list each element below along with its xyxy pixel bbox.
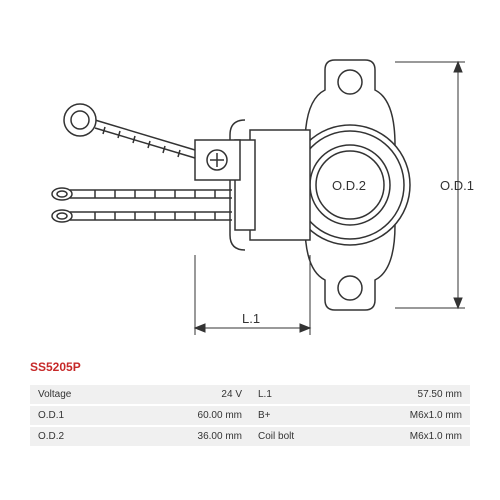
spec-label: B+	[250, 405, 320, 426]
l1-label: L.1	[242, 311, 260, 326]
spec-table: Voltage 24 V L.1 57.50 mm O.D.1 60.00 mm…	[30, 385, 470, 448]
spec-value: M6x1.0 mm	[320, 405, 470, 426]
od2-label: O.D.2	[332, 178, 366, 193]
technical-drawing: O.D.2 O.D.1 L.1	[0, 0, 500, 380]
spec-value: 24 V	[100, 385, 250, 405]
spec-label: O.D.2	[30, 426, 100, 447]
part-number: SS5205P	[30, 360, 81, 374]
spec-value: 60.00 mm	[100, 405, 250, 426]
spec-label: O.D.1	[30, 405, 100, 426]
spec-label: Coil bolt	[250, 426, 320, 447]
table-row: Voltage 24 V L.1 57.50 mm	[30, 385, 470, 405]
table-row: O.D.2 36.00 mm Coil bolt M6x1.0 mm	[30, 426, 470, 447]
spec-value: 36.00 mm	[100, 426, 250, 447]
od1-label: O.D.1	[440, 178, 474, 193]
spec-value: 57.50 mm	[320, 385, 470, 405]
spec-label: Voltage	[30, 385, 100, 405]
table-row: O.D.1 60.00 mm B+ M6x1.0 mm	[30, 405, 470, 426]
spec-value: M6x1.0 mm	[320, 426, 470, 447]
spec-label: L.1	[250, 385, 320, 405]
